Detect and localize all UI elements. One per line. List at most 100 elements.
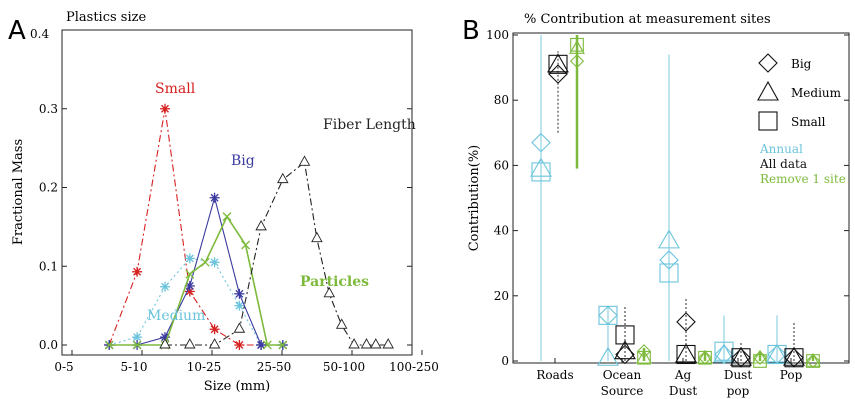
b-marker-small [659, 263, 679, 283]
a-data-point [262, 340, 272, 350]
b-point-dust-pop [752, 349, 768, 368]
b-marker-medium [675, 343, 697, 363]
b-marker-medium [805, 352, 821, 367]
a-data-point [335, 318, 348, 329]
legend-marker-label: Small [791, 115, 826, 129]
a-y-tick-label: 0.0 [39, 338, 58, 352]
a-data-point [222, 212, 232, 222]
b-y-tick-label: 0 [501, 354, 509, 368]
b-marker-small [637, 350, 651, 365]
a-data-point [234, 288, 245, 299]
b-marker-big [676, 312, 696, 332]
b-x-tick-label: Dust [669, 384, 698, 398]
b-marker-medium [783, 346, 805, 366]
a-data-point [298, 155, 311, 166]
a-data-point [234, 300, 245, 311]
a-data-point [160, 281, 170, 292]
a-y-tick-label: 0.1 [39, 259, 58, 273]
a-data-point [277, 172, 289, 184]
legend-marker-big [758, 53, 778, 73]
a-data-point [184, 280, 195, 291]
b-point-roads [569, 35, 585, 169]
b-x-tick-label: pop [727, 384, 750, 398]
panel-a-series [104, 103, 394, 350]
a-data-point [184, 253, 195, 264]
panel-b-points [530, 35, 821, 369]
a-data-point [233, 322, 246, 333]
b-x-tick-label: Dust [724, 368, 753, 382]
b-marker-small [676, 344, 696, 365]
b-point-ag-dust [658, 54, 680, 361]
a-y-tick-label: 0.2 [39, 181, 58, 195]
legend-marker-label: Big [791, 57, 812, 71]
panel-b-title: % Contribution at measurement sites [524, 12, 771, 27]
a-data-point [208, 338, 221, 349]
b-marker-big [714, 344, 734, 365]
a-series-line-fiber-length [165, 161, 389, 346]
b-marker-small [714, 341, 734, 361]
panel-a-title: Plastics size [66, 10, 146, 25]
b-marker-medium [658, 229, 680, 249]
series-label-medium: Medium [147, 308, 205, 324]
legend-color-label: Annual [759, 142, 803, 156]
b-marker-big [659, 250, 679, 270]
b-point-dust-pop [713, 315, 735, 365]
b-point-ocean-source [636, 344, 652, 365]
b-marker-big [569, 54, 585, 69]
a-data-point [348, 338, 360, 349]
a-data-point [200, 257, 210, 267]
b-marker-medium [530, 157, 552, 177]
b-marker-small [731, 348, 751, 368]
panel-b-y-ticks: 0 20 40 60 80 100 [486, 28, 849, 368]
a-data-point [184, 338, 196, 349]
b-y-tick-label: 100 [486, 28, 509, 42]
b-x-tick-label: Roads [536, 368, 573, 382]
b-point-pop [766, 315, 788, 365]
b-point-roads [547, 51, 569, 133]
series-label-particles: Particles [300, 274, 369, 290]
legend-marker-medium [757, 80, 779, 101]
a-x-tick-label: 25-50 [257, 360, 292, 374]
legend-color-label: Remove 1 site [760, 172, 846, 186]
a-data-point [323, 286, 336, 298]
a-data-point [209, 324, 220, 335]
a-data-point [370, 338, 382, 349]
a-y-tick-label: 0.3 [39, 102, 58, 116]
b-marker-small [753, 354, 767, 368]
b-marker-small [698, 350, 712, 365]
b-x-tick-label: Ag [674, 368, 692, 382]
b-marker-medium [636, 349, 652, 364]
b-point-pop [783, 321, 805, 368]
b-marker-small [570, 37, 584, 52]
panel-b-frame [512, 32, 850, 364]
b-marker-medium [597, 346, 619, 366]
a-data-point [185, 269, 195, 279]
b-point-dust-pop [730, 341, 752, 368]
legend-marker-label: Medium [791, 86, 842, 100]
panel-b: B % Contribution at measurement sites 0 2… [462, 12, 850, 398]
a-data-point [234, 340, 245, 350]
panel-a-y-axis-label: Fractional Mass [11, 139, 26, 245]
series-label-fiber-length: Fiber Length [323, 117, 416, 133]
a-data-point [132, 266, 143, 277]
b-x-tick-label: Source [601, 384, 644, 398]
panel-b-x-ticks: Roads Ocean Source Ag Dust Dust pop Pop [536, 358, 803, 398]
panel-a-label: A [8, 16, 26, 46]
panel-a-x-axis-label: Size (mm) [204, 379, 271, 394]
series-label-big: Big [231, 153, 255, 169]
b-x-tick-label: Pop [780, 368, 803, 382]
a-y-tick-label: 0.4 [30, 27, 49, 41]
a-series-line-medium [109, 257, 283, 346]
b-y-tick-label: 80 [494, 93, 509, 107]
a-data-point [209, 192, 220, 203]
b-marker-medium [697, 349, 713, 364]
b-point-pop [805, 352, 821, 369]
b-marker-medium [569, 39, 585, 54]
b-marker-big [752, 350, 768, 365]
b-marker-medium [730, 346, 752, 366]
b-y-tick-label: 60 [494, 158, 509, 172]
b-marker-big [548, 64, 568, 84]
b-marker-small [531, 162, 551, 182]
a-data-point [382, 338, 394, 349]
